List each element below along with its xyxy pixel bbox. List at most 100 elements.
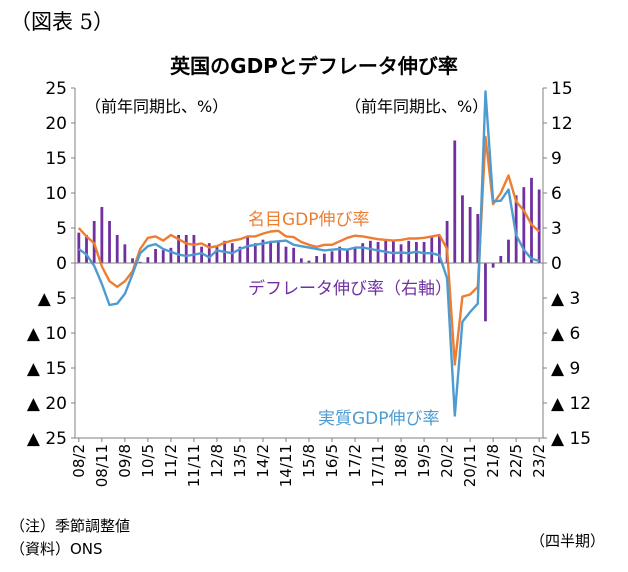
x-tick-label: 17/2 [346, 444, 364, 478]
note-source: （資料）ONS [10, 540, 103, 558]
x-tick-label: 18/8 [392, 444, 410, 478]
x-tick-label: 10/5 [139, 444, 157, 478]
deflator-bar [507, 239, 510, 263]
right-tick-label: 12 [551, 114, 573, 134]
x-tick-label: 20/2 [438, 444, 456, 478]
deflator-bar [522, 187, 526, 263]
x-tick-label: 13/5 [231, 444, 249, 478]
left-tick-label: 10 [45, 184, 67, 204]
deflator-bar [391, 239, 395, 263]
deflator-bar [430, 237, 434, 263]
deflator-bar [299, 258, 303, 263]
deflator-bar [85, 235, 88, 263]
left-tick-label: ▲ 20 [27, 394, 67, 414]
x-tick-label: 12/8 [208, 444, 226, 478]
left-tick-label: 0 [56, 254, 67, 274]
right-tick-label: 15 [551, 79, 573, 99]
x-tick-label: 08/11 [93, 444, 111, 487]
right-tick-label: 6 [551, 184, 562, 204]
deflator-bar [108, 221, 111, 263]
x-tick-label: 11/11 [185, 444, 203, 487]
right-tick-label: 0 [551, 254, 562, 274]
x-tick-label: 17/11 [369, 444, 387, 487]
right-tick-label: 3 [551, 219, 562, 239]
deflator-bar [491, 263, 495, 268]
left-tick-label: ▲ 5 [38, 289, 67, 309]
deflator-bar [77, 232, 81, 263]
right-tick-label: ▲ 6 [551, 324, 580, 344]
deflator-bar [376, 242, 380, 263]
deflator-bar [238, 246, 242, 263]
x-tick-label: 14/11 [277, 444, 295, 487]
note-adjustment: （注）季節調整値 [10, 517, 131, 535]
deflator-bar [138, 261, 142, 263]
right-axis-unit: （前年同期比、%） [345, 97, 488, 116]
series-annotation: デフレータ伸び率（右軸） [248, 278, 452, 299]
deflator-bar [407, 240, 411, 263]
deflator-bar [307, 260, 311, 263]
right-tick-label: ▲ 15 [551, 429, 591, 449]
chart-title: 英国のGDPとデフレータ伸び率 [170, 54, 458, 78]
deflator-bar [261, 239, 265, 263]
deflator-bar [200, 246, 203, 263]
x-tick-label: 23/2 [530, 444, 548, 478]
deflator-bar [207, 243, 211, 263]
x-tick-label: 16/5 [323, 444, 341, 478]
right-tick-label: ▲ 9 [551, 359, 580, 379]
deflator-bar [476, 214, 480, 263]
deflator-bar [269, 240, 273, 263]
deflator-bar [537, 189, 541, 263]
x-tick-label: 21/8 [484, 444, 502, 478]
x-tick-label: 11/2 [162, 444, 180, 478]
deflator-bar [284, 246, 288, 263]
deflator-bar [276, 242, 280, 263]
deflator-bar [161, 250, 165, 263]
right-tick-label: ▲ 3 [551, 289, 580, 309]
deflator-bar [146, 257, 150, 263]
left-tick-label: 25 [45, 79, 67, 99]
deflator-bar [184, 235, 188, 263]
deflator-bar [361, 243, 365, 263]
deflator-bar [453, 140, 457, 263]
deflator-bar [192, 235, 196, 263]
deflator-bar [177, 235, 180, 263]
x-tick-label: 08/2 [70, 444, 88, 478]
x-tick-label: 20/11 [461, 444, 479, 487]
left-tick-label: ▲ 15 [27, 359, 67, 379]
x-axis-unit: （四半期） [530, 532, 605, 550]
right-tick-label: ▲ 12 [551, 394, 591, 414]
deflator-bar [461, 195, 464, 263]
deflator-bar [499, 256, 503, 263]
nominal-gdp-line [77, 135, 541, 366]
series-annotation: 実質GDP伸び率 [318, 409, 440, 429]
deflator-bar [154, 249, 157, 263]
x-tick-label: 15/8 [300, 444, 318, 478]
deflator-bar [253, 243, 257, 263]
deflator-bar [169, 247, 173, 263]
deflator-bar [530, 177, 533, 263]
x-tick-label: 19/5 [415, 444, 433, 478]
deflator-bar [131, 258, 134, 263]
deflator-bar [368, 240, 372, 263]
deflator-bar [322, 253, 326, 263]
deflator-bar [338, 246, 342, 263]
deflator-bar [215, 245, 219, 263]
left-axis-unit: （前年同期比、%） [85, 97, 228, 116]
deflator-bar [246, 237, 250, 263]
left-tick-label: ▲ 25 [27, 429, 67, 449]
left-tick-label: ▲ 10 [27, 324, 67, 344]
deflator-bar [315, 256, 319, 263]
series-annotation: 名目GDP伸び率 [248, 210, 370, 230]
deflator-bar [100, 207, 104, 263]
deflator-bar [438, 236, 441, 263]
deflator-bar [353, 247, 357, 263]
deflator-bar [292, 247, 296, 263]
figure-label: （図表 5） [10, 10, 115, 34]
left-tick-label: 20 [45, 114, 67, 134]
real-gdp-line [78, 90, 540, 417]
deflator-bar [345, 249, 349, 263]
left-tick-label: 5 [56, 219, 67, 239]
left-tick-label: 15 [45, 149, 67, 169]
x-tick-label: 22/5 [507, 444, 525, 478]
